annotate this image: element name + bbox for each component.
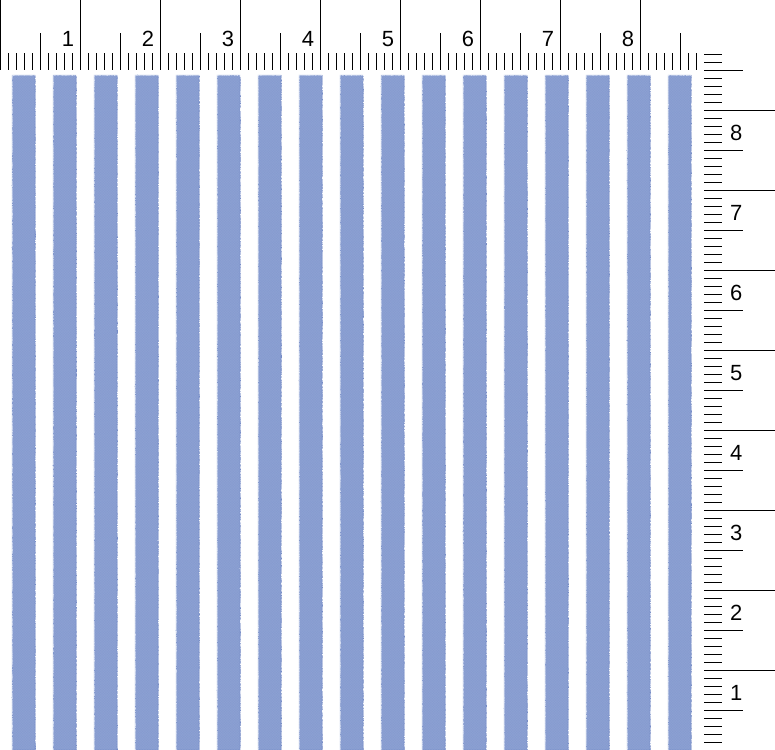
svg-text:7: 7: [730, 200, 742, 225]
svg-text:2: 2: [142, 26, 154, 51]
svg-text:6: 6: [462, 26, 474, 51]
svg-text:4: 4: [730, 440, 742, 465]
svg-text:8: 8: [730, 120, 742, 145]
svg-text:1: 1: [62, 26, 74, 51]
svg-text:7: 7: [542, 26, 554, 51]
svg-text:3: 3: [222, 26, 234, 51]
svg-text:1: 1: [730, 680, 742, 705]
svg-text:2: 2: [730, 600, 742, 625]
svg-text:6: 6: [730, 280, 742, 305]
svg-text:5: 5: [382, 26, 394, 51]
svg-text:4: 4: [302, 26, 314, 51]
svg-text:3: 3: [730, 520, 742, 545]
svg-text:5: 5: [730, 360, 742, 385]
svg-text:8: 8: [622, 26, 634, 51]
